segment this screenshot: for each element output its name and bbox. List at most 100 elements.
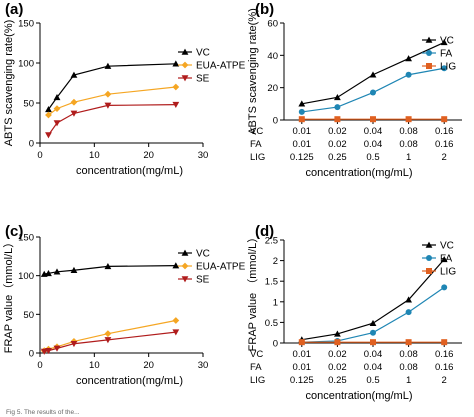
- x-category-label: 0.01: [293, 349, 312, 360]
- legend-label: SE: [196, 74, 210, 85]
- data-point: [405, 71, 412, 78]
- data-point: [45, 269, 52, 277]
- x-category-label: 2: [442, 375, 447, 386]
- x-tick-label: 30: [198, 150, 209, 161]
- x-category-label: 0.04: [364, 139, 383, 150]
- x-category-label: 0.02: [328, 139, 347, 150]
- y-tick-label: 0: [273, 339, 278, 350]
- x-axis-label: concentration(mg/mL): [76, 165, 183, 177]
- data-point: [172, 329, 180, 336]
- y-tick-label: 150: [18, 19, 34, 30]
- legend-marker: [426, 63, 432, 69]
- series-line: [48, 86, 176, 116]
- x-category-label: 0.16: [435, 139, 454, 150]
- category-row-label: LIG: [250, 152, 265, 163]
- legend-label: SE: [196, 275, 210, 286]
- data-point: [70, 110, 78, 117]
- category-row-label: VC: [250, 349, 263, 360]
- legend: VC EUA-ATPE SE: [178, 48, 246, 85]
- data-point: [298, 339, 305, 346]
- data-point: [334, 330, 341, 337]
- x-category-label: 0.5: [366, 152, 379, 163]
- data-point: [172, 83, 180, 91]
- y-tick-label: 50: [23, 99, 34, 110]
- x-tick-label: 20: [143, 360, 154, 371]
- data-point: [70, 266, 78, 273]
- data-point: [104, 102, 112, 109]
- data-point: [45, 347, 52, 355]
- y-axis-label: ABTS scavenging rate(%): [3, 20, 15, 147]
- y-tick-label: 100: [18, 59, 34, 70]
- data-point: [334, 104, 341, 111]
- data-point: [172, 101, 180, 108]
- data-point: [440, 39, 448, 46]
- category-row-label: VC: [250, 126, 263, 137]
- y-tick-label: 1: [273, 297, 278, 308]
- x-category-label: 0.16: [435, 126, 454, 137]
- legend-label: FA: [440, 49, 453, 60]
- data-point: [370, 329, 376, 336]
- x-category-label: 0.25: [328, 152, 347, 163]
- data-point: [70, 71, 78, 78]
- y-tick-label: 50: [23, 310, 34, 321]
- data-point: [172, 60, 180, 67]
- data-point: [441, 339, 448, 346]
- series-line: [44, 331, 176, 353]
- data-point: [298, 116, 305, 123]
- legend-marker: [425, 36, 433, 43]
- data-point: [369, 71, 377, 78]
- data-point: [405, 55, 412, 62]
- legend-marker: [425, 241, 433, 248]
- data-point: [369, 319, 377, 326]
- panel-letter: (c): [5, 223, 23, 240]
- x-tick-label: 0: [37, 150, 42, 161]
- x-axis-label: concentration(mg/mL): [306, 167, 413, 179]
- y-tick-label: 60: [267, 19, 278, 30]
- y-axis-label: FRAP value （mmol/L）: [246, 232, 259, 352]
- legend-marker: [426, 50, 432, 56]
- x-category-label: 0.01: [293, 362, 312, 373]
- data-point: [370, 339, 376, 346]
- x-category-label: 0.08: [399, 139, 418, 150]
- x-category-label: 0.16: [435, 349, 454, 360]
- data-point: [70, 341, 78, 348]
- data-point: [440, 255, 448, 263]
- legend: VC EUA-ATPE SE: [178, 249, 246, 286]
- data-point: [172, 262, 180, 269]
- legend-label: FA: [440, 254, 453, 265]
- y-tick-label: 40: [267, 51, 278, 62]
- data-point: [70, 98, 78, 106]
- data-point: [334, 93, 341, 101]
- y-axis-label: ABTS scavenging rate(%): [247, 8, 259, 135]
- x-category-label: 0.02: [328, 126, 347, 137]
- data-point: [172, 317, 180, 324]
- panel-letter: (a): [5, 1, 23, 18]
- data-point: [370, 89, 376, 96]
- panel-letter: (d): [255, 223, 274, 240]
- x-category-label: 2: [442, 152, 447, 163]
- data-point: [441, 116, 448, 123]
- data-point: [405, 116, 412, 123]
- legend-label: EUA-ATPE: [196, 61, 246, 72]
- x-category-label: 0.5: [366, 375, 379, 386]
- legend-marker: [181, 61, 189, 69]
- category-row-label: FA: [250, 362, 262, 373]
- x-category-label: 0.08: [399, 362, 418, 373]
- data-point: [441, 65, 448, 72]
- data-point: [334, 116, 341, 123]
- y-axis-label: FRAP value（mmol/L）: [2, 237, 15, 354]
- x-category-label: 0.01: [293, 139, 312, 150]
- data-point: [53, 268, 61, 275]
- series-line: [47, 63, 176, 110]
- x-category-label: 0.125: [290, 375, 314, 386]
- y-tick-label: 2: [273, 256, 278, 267]
- x-category-label: 0.04: [364, 349, 383, 360]
- x-category-label: 0.02: [328, 349, 347, 360]
- data-point: [104, 62, 112, 69]
- legend-marker: [181, 249, 189, 256]
- data-point: [53, 120, 61, 127]
